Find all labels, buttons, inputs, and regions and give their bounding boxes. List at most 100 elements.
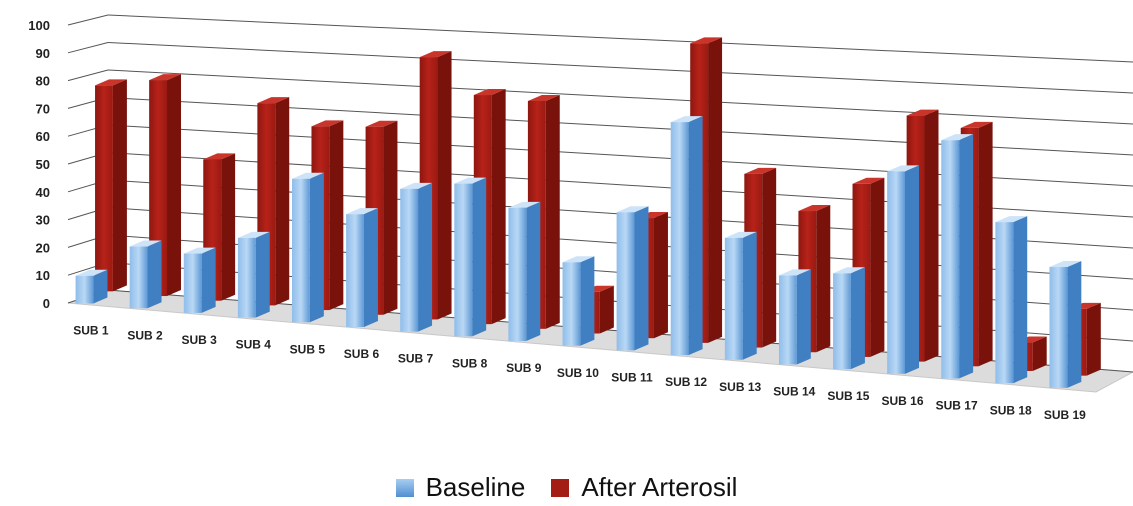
bar-after-arterosil-top <box>419 51 452 58</box>
bar-baseline-front <box>833 273 851 370</box>
bar-baseline-side <box>201 247 216 313</box>
bar-baseline-side <box>526 201 541 342</box>
bar-after-arterosil-side <box>1086 302 1101 376</box>
bar-baseline-top <box>995 216 1028 223</box>
bar-baseline-side <box>418 182 433 332</box>
bar-baseline-side <box>147 240 162 309</box>
bar-baseline <box>346 208 378 327</box>
y-tick-label: 40 <box>36 185 50 200</box>
bar-baseline-front <box>562 262 581 346</box>
bar-after-arterosil-side <box>491 89 506 325</box>
bar-after-arterosil-side <box>816 205 831 353</box>
bar-after-arterosil-top <box>744 167 777 174</box>
bar-after-arterosil-top <box>365 120 398 127</box>
bar-baseline-front <box>291 178 310 323</box>
bar-after-arterosil-side <box>112 79 127 292</box>
x-tick-label: SUB 18 <box>990 403 1032 417</box>
bar-baseline-top <box>508 201 541 208</box>
bar-after-arterosil-side <box>978 121 993 367</box>
bar-baseline-front <box>887 171 906 374</box>
bar-baseline-top <box>237 231 270 238</box>
legend-item-baseline: Baseline <box>395 472 525 503</box>
x-tick-label: SUB 16 <box>882 394 924 408</box>
bar-baseline-top <box>887 165 920 172</box>
bar-baseline-top <box>941 134 974 141</box>
x-tick-label: SUB 19 <box>1044 408 1086 422</box>
bar-baseline-top <box>778 269 811 276</box>
bar-baseline-top <box>75 269 108 276</box>
x-tick-label: SUB 12 <box>665 375 707 389</box>
bar-after-arterosil-top <box>906 109 939 116</box>
bar-baseline-top <box>291 172 324 179</box>
bar-baseline-side <box>688 116 703 356</box>
bar-after-arterosil-top <box>690 37 723 44</box>
bar-after-arterosil-side <box>653 212 668 339</box>
y-tick-label: 100 <box>28 18 50 33</box>
bar-baseline-side <box>634 206 649 351</box>
bar-baseline-front <box>941 140 960 379</box>
bar-baseline-front <box>75 275 94 304</box>
bar-after-arterosil-side <box>1032 336 1047 371</box>
bar-baseline-side <box>309 172 324 323</box>
bar-baseline-side <box>1013 216 1028 384</box>
bar-baseline-front <box>237 237 256 318</box>
bar-baseline-side <box>93 269 108 304</box>
bar-baseline <box>508 201 541 342</box>
x-tick-label: SUB 1 <box>73 324 109 338</box>
bar-baseline-front <box>778 275 797 365</box>
bar-baseline-top <box>183 247 216 254</box>
bar-baseline-top <box>1049 261 1082 268</box>
x-tick-label: SUB 6 <box>344 347 380 361</box>
y-tick-label: 60 <box>36 129 50 144</box>
bar-baseline <box>995 216 1028 384</box>
bar-after-arterosil-side <box>599 285 614 334</box>
bar-baseline-front <box>724 237 743 360</box>
y-tick-label: 30 <box>36 213 50 228</box>
x-tick-label: SUB 3 <box>181 333 217 347</box>
bar-after-arterosil-side <box>221 153 236 301</box>
bar-baseline-top <box>724 231 757 238</box>
bar-baseline <box>724 231 757 360</box>
bar-after-arterosil-top <box>473 89 506 96</box>
y-tick-label: 80 <box>36 74 50 89</box>
x-tick-label: SUB 15 <box>827 389 869 403</box>
gridline-left <box>67 42 109 54</box>
x-tick-label: SUB 17 <box>936 399 978 413</box>
bar-baseline-side <box>472 177 487 337</box>
bar-after-arterosil-side <box>762 167 777 348</box>
x-tick-label: SUB 13 <box>719 380 761 394</box>
bar-after-arterosil <box>95 79 127 292</box>
bar-baseline-top <box>129 240 162 247</box>
bar-baseline <box>75 269 108 304</box>
x-axis-labels: SUB 1 SUB 2 SUB 3 SUB 4 SUB 5 SUB 6 SUB 7 SUB 8… <box>73 324 1086 422</box>
x-tick-label: SUB 5 <box>290 342 326 356</box>
x-tick-label: SUB 4 <box>236 338 272 352</box>
bar-baseline-front <box>995 222 1014 384</box>
y-tick-label: 10 <box>36 268 50 283</box>
bar-after-arterosil-top <box>798 205 831 212</box>
x-tick-label: SUB 11 <box>611 370 653 384</box>
x-tick-label: SUB 10 <box>557 366 599 380</box>
bar-after-arterosil-top <box>149 74 182 81</box>
bar-baseline-front <box>1049 267 1068 388</box>
bar-baseline <box>291 172 324 323</box>
bar-baseline-front <box>129 246 148 309</box>
bar-after-arterosil-side <box>545 94 560 329</box>
legend: Baseline After Arterosil <box>0 472 1133 503</box>
gridline-left <box>67 14 109 26</box>
bar-baseline-side <box>905 165 920 374</box>
bar-baseline-front <box>670 122 689 356</box>
bar-after-arterosil-side <box>870 177 885 357</box>
bar-baseline-top <box>616 206 649 213</box>
bar-baseline-top <box>400 182 433 189</box>
bar-baseline <box>887 165 920 374</box>
gridline <box>107 42 1133 94</box>
bar-after-arterosil-side <box>329 120 344 311</box>
bar-after-arterosil-top <box>311 120 344 127</box>
x-tick-label: SUB 9 <box>506 361 542 375</box>
bar-after-arterosil-front <box>95 85 113 292</box>
bar-baseline <box>562 256 595 346</box>
bar-baseline-front <box>346 214 364 327</box>
bar-baseline <box>670 116 703 356</box>
bar-baseline-top <box>670 116 703 123</box>
